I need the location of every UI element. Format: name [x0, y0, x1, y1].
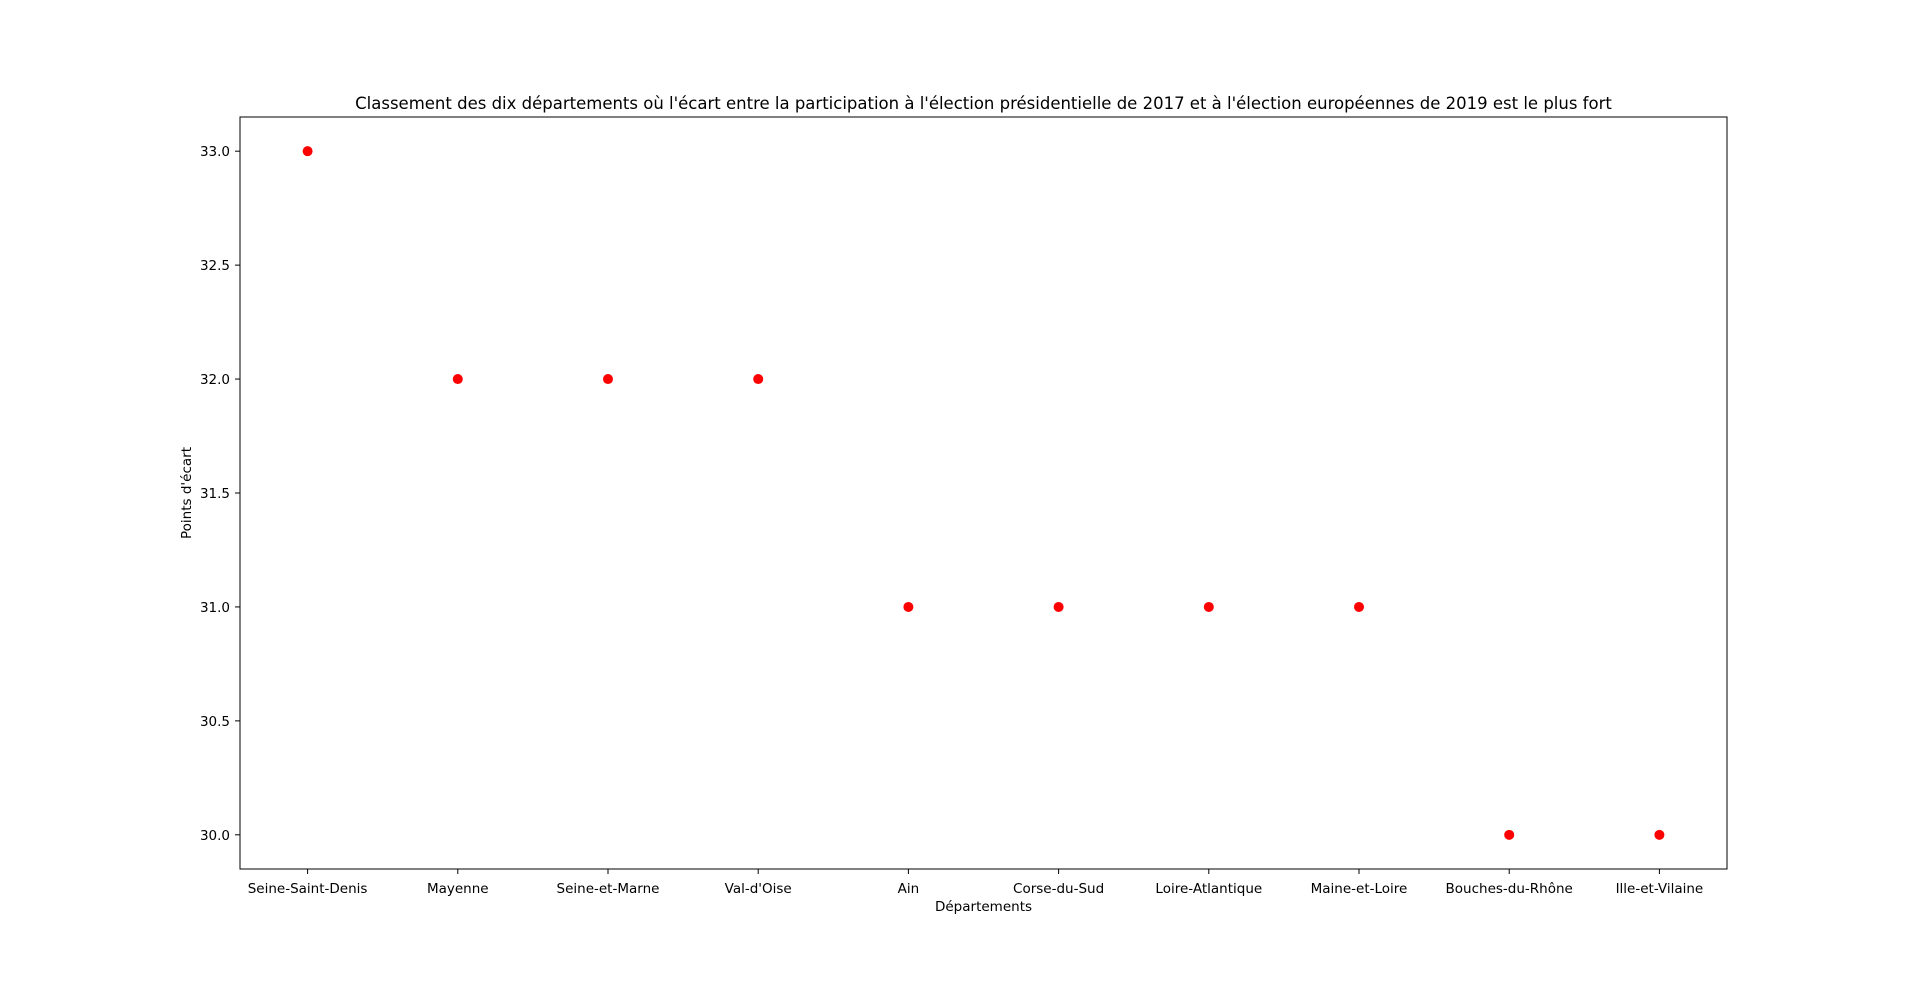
plot-frame — [239, 116, 1728, 870]
x-tick-label: Corse-du-Sud — [1013, 881, 1104, 897]
x-tick-label: Seine-et-Marne — [557, 881, 660, 897]
x-tick-label: Mayenne — [427, 881, 489, 897]
data-point — [602, 374, 613, 385]
x-tick-label: Ille-et-Vilaine — [1616, 881, 1704, 897]
data-point — [1053, 601, 1064, 612]
y-tick-label: 31.0 — [200, 600, 230, 616]
data-point — [1504, 829, 1515, 840]
data-point — [302, 146, 313, 157]
data-points — [302, 146, 1665, 840]
data-point — [1654, 829, 1665, 840]
y-axis-ticks: 30.0 30.5 31.0 31.5 32.0 32.5 33.0 — [200, 144, 240, 844]
x-tick-label: Loire-Atlantique — [1155, 881, 1262, 897]
chart-title: Classement des dix départements où l'éca… — [355, 94, 1612, 113]
y-tick-label: 32.0 — [200, 372, 230, 388]
x-tick-label: Seine-Saint-Denis — [248, 881, 368, 897]
y-tick-label: 31.5 — [200, 486, 230, 502]
y-tick-label: 33.0 — [200, 144, 230, 160]
y-tick-label: 30.0 — [200, 828, 230, 844]
y-tick-label: 30.5 — [200, 714, 230, 730]
data-point — [1354, 601, 1365, 612]
x-axis-ticks: Seine-Saint-Denis Mayenne Seine-et-Marne Va… — [248, 869, 1704, 897]
data-point — [452, 374, 463, 385]
x-tick-label: Val-d'Oise — [725, 881, 792, 897]
data-point — [753, 374, 764, 385]
x-tick-label: Maine-et-Loire — [1311, 881, 1408, 897]
y-tick-label: 32.5 — [200, 258, 230, 274]
data-point — [1203, 601, 1214, 612]
x-tick-label: Bouches-du-Rhône — [1446, 881, 1573, 897]
data-point — [903, 601, 914, 612]
plot-background — [240, 117, 1727, 869]
x-axis-label: Départements — [935, 899, 1032, 915]
y-axis-label: Points d'écart — [179, 447, 195, 539]
x-tick-label: Ain — [898, 881, 920, 897]
